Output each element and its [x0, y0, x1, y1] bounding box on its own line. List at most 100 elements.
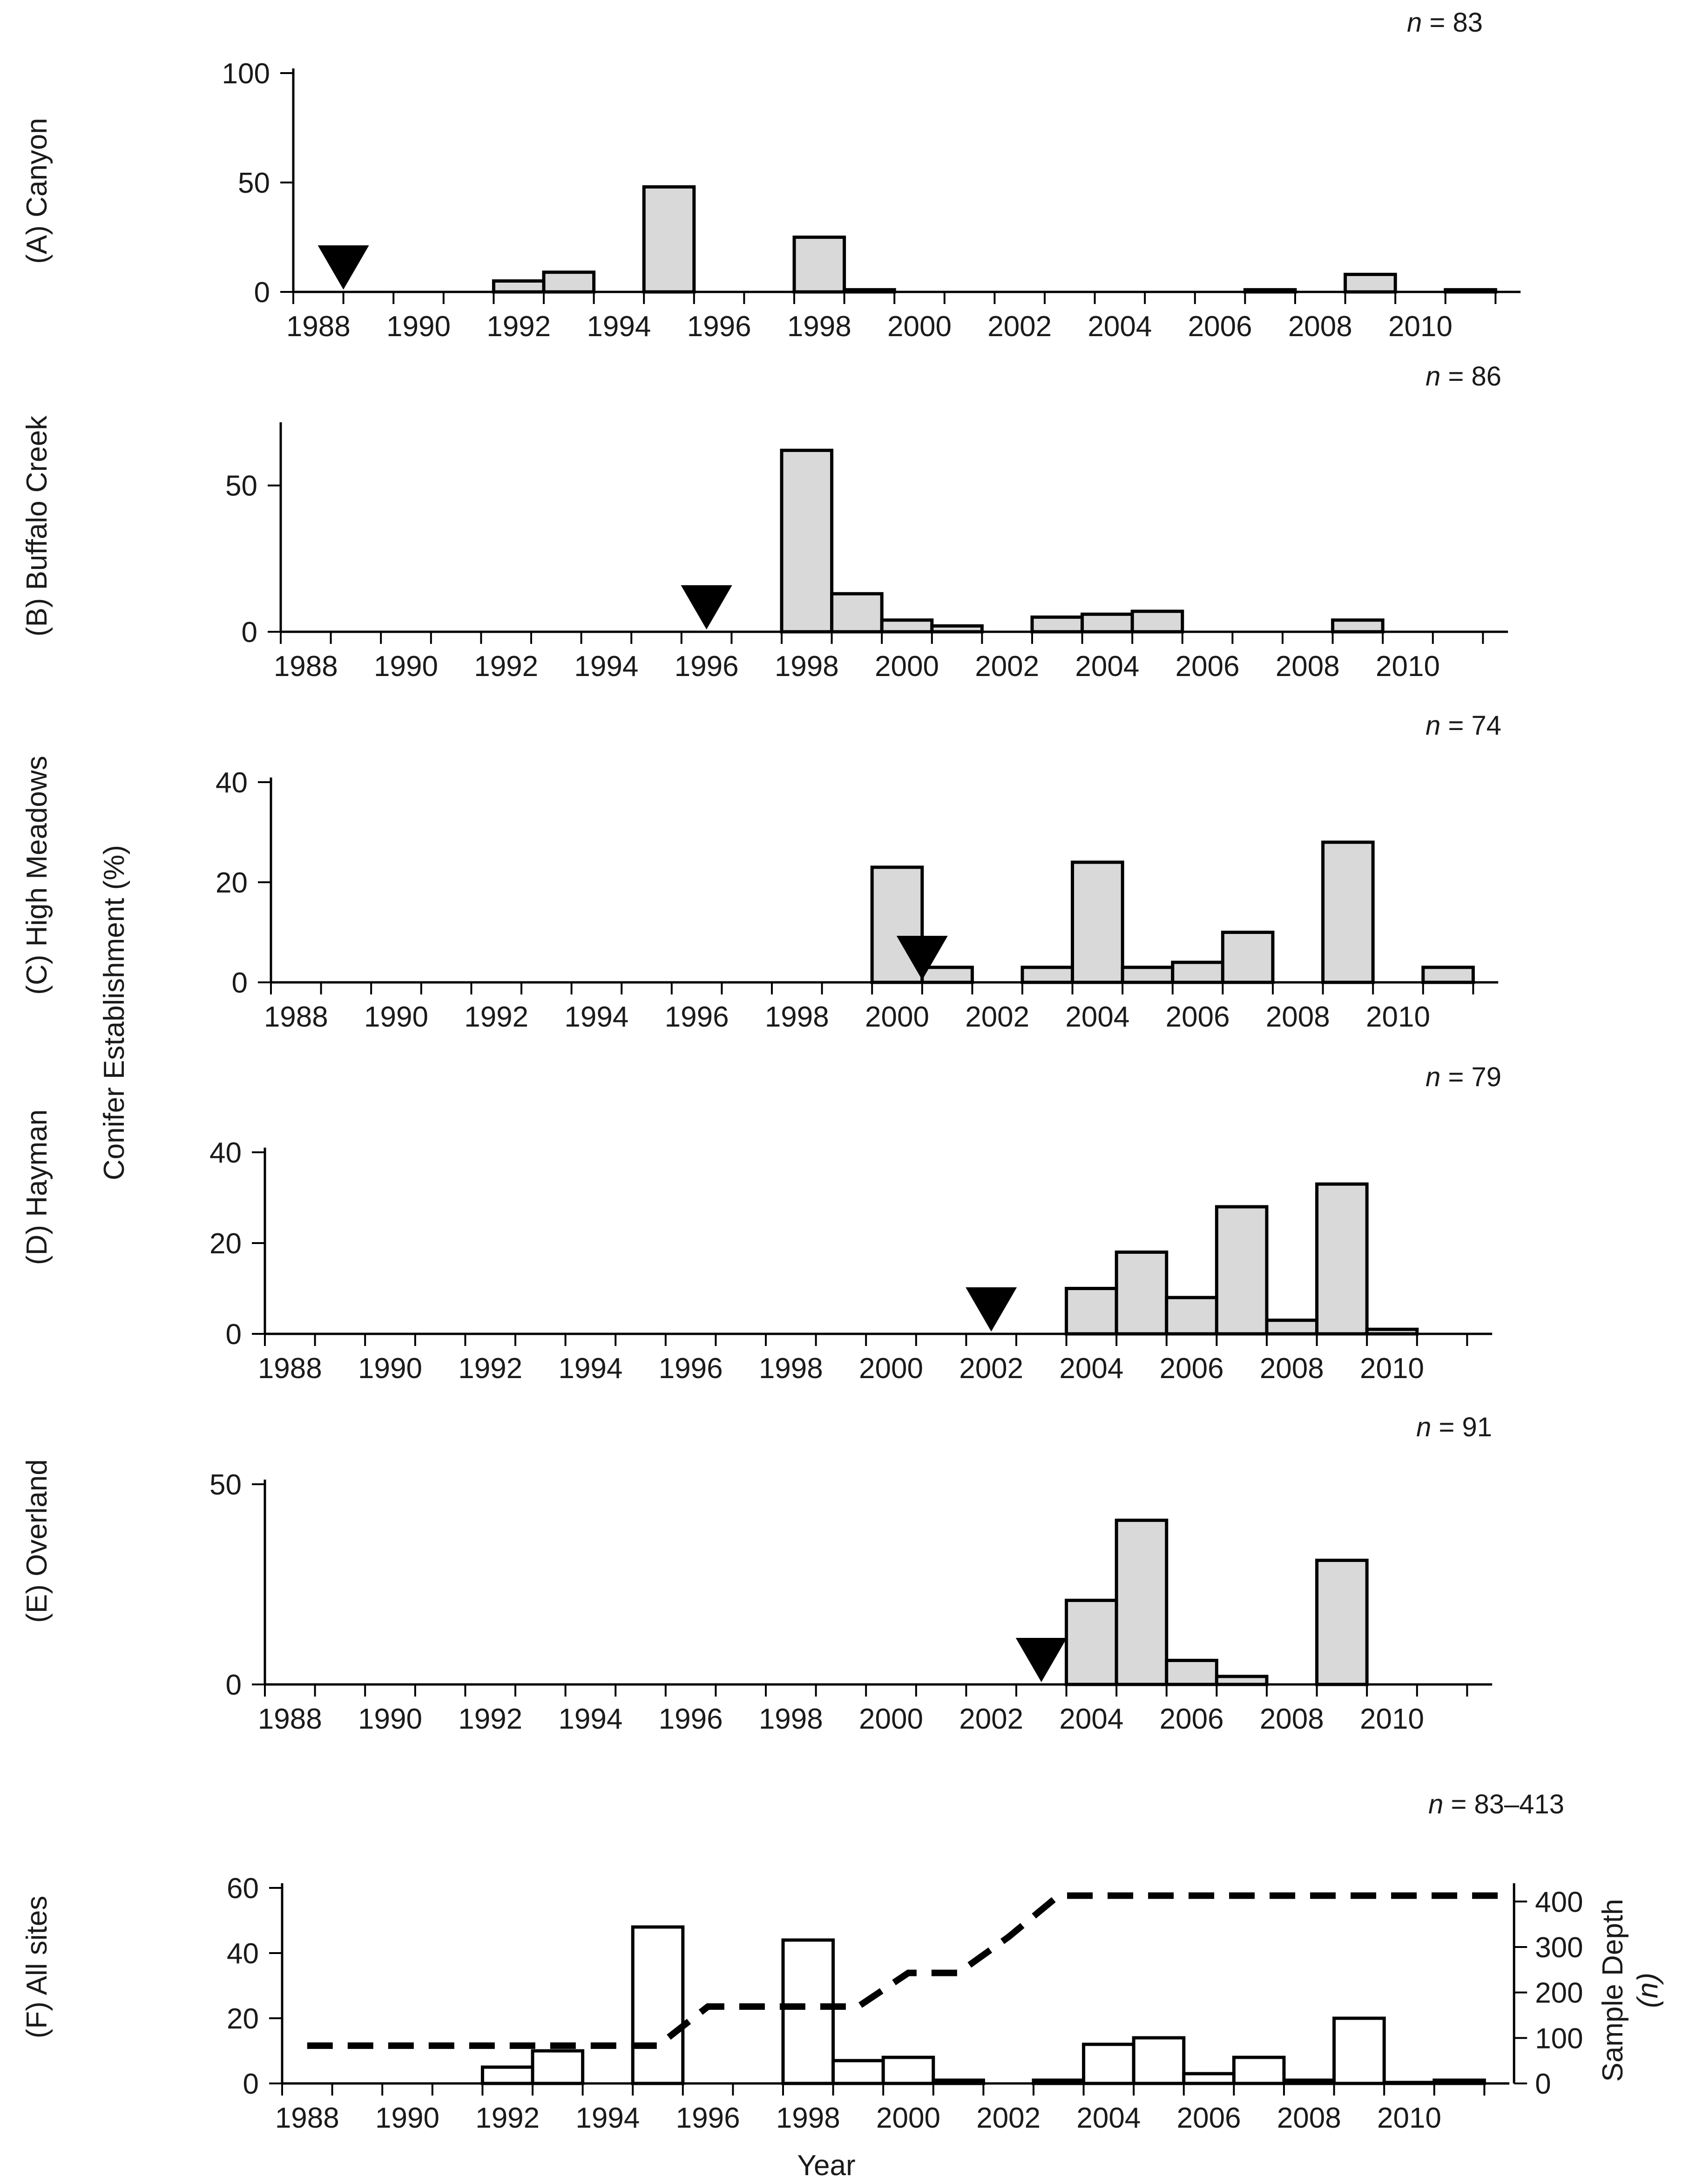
x-tick-label: 2008 [1260, 1352, 1324, 1385]
panel-title-B: (B) Buffalo Creek [21, 415, 53, 636]
bar-A-2007 [1243, 288, 1297, 294]
x-tick-label: 1992 [458, 1703, 522, 1735]
x-tick-label: 1996 [665, 1001, 729, 1033]
bar-C-2001 [920, 966, 974, 984]
x-tick-label: 1996 [659, 1703, 723, 1735]
x-tick-label: 2002 [959, 1352, 1023, 1385]
y-tick-label: 0 [226, 1669, 242, 1701]
bar-C-2011 [1421, 966, 1475, 984]
bar-D-2005 [1115, 1251, 1169, 1336]
x-tick-label: 2004 [1088, 311, 1152, 343]
x-tick-label: 2004 [1065, 1001, 1129, 1033]
bar-B-2005 [1130, 609, 1184, 634]
x-tick-label: 2008 [1266, 1001, 1330, 1033]
x-tick-label: 2006 [1160, 1703, 1224, 1735]
x-tick-label: 1998 [759, 1703, 823, 1735]
panel-title-C: (C) High Meadows [21, 756, 53, 994]
y-tick-label: 60 [227, 1873, 259, 1905]
bar-A-1995 [642, 185, 696, 294]
x-tick-label: 1994 [558, 1352, 622, 1385]
bar-F-2006 [1182, 2072, 1236, 2085]
sample-size-label-A: n = 83 [1407, 7, 1483, 38]
x-tick-label: 1990 [358, 1352, 422, 1385]
bar-F-2009 [1332, 2016, 1386, 2085]
x-tick-label: 1988 [258, 1352, 322, 1385]
y-tick-label: 20 [216, 867, 248, 899]
x-tick-label: 1994 [575, 2102, 640, 2134]
bar-C-2007 [1221, 931, 1275, 984]
fire-marker [966, 1287, 1017, 1332]
x-tick-label: 1990 [375, 2102, 439, 2134]
panel-C: 1988 1990 1992 1994 1996 1998 2000 2002 2004 2006… [21, 710, 1501, 1033]
y-tick-label: 50 [238, 167, 270, 199]
x-tick-label: 2006 [1176, 650, 1240, 683]
x-tick-label: 2006 [1177, 2102, 1241, 2134]
bar-C-2006 [1171, 960, 1224, 984]
bar-C-2009 [1321, 840, 1375, 984]
bar-F-1993 [531, 2049, 585, 2085]
y-tick-label: 40 [227, 1938, 259, 1970]
bar-B-2000 [880, 618, 934, 634]
y-tick-label: 0 [254, 277, 270, 309]
panel-E: 1988 1990 1992 1994 1996 1998 2000 2002 2004 2006… [21, 1412, 1493, 1735]
x-tick-label: 2008 [1277, 2102, 1341, 2134]
x-axis-label: Year [797, 2150, 855, 2182]
x-tick-label: 2000 [876, 2102, 940, 2134]
y-tick-label: 0 [243, 2068, 259, 2100]
x-tick-label: 1992 [464, 1001, 528, 1033]
bar-E-2005 [1115, 1518, 1169, 1686]
x-tick-label: 2000 [859, 1703, 923, 1735]
bar-C-2003 [1020, 966, 1074, 984]
bar-D-2009 [1315, 1182, 1369, 1336]
bar-A-1993 [542, 270, 596, 294]
y2-tick-label: 200 [1535, 1977, 1583, 2009]
x-tick-label: 2002 [976, 2102, 1040, 2134]
y-tick-label: 20 [227, 2003, 259, 2035]
y-tick-label: 50 [225, 470, 257, 502]
y-tick-label: 40 [209, 1137, 242, 1169]
y2-axis-label-symbol: (n) [1632, 1973, 1664, 2008]
x-tick-label: 2004 [1059, 1703, 1123, 1735]
bar-E-2007 [1215, 1675, 1269, 1686]
y-tick-label: 50 [209, 1469, 242, 1501]
sample-size-label-C: n = 74 [1426, 710, 1501, 741]
fire-marker [896, 936, 948, 980]
bar-A-1992 [492, 279, 546, 294]
bar-C-2004 [1071, 860, 1124, 984]
shared-y-axis-label: Conifer Establishment (%) [98, 845, 130, 1180]
x-tick-label: 2008 [1288, 311, 1352, 343]
bar-B-2001 [930, 624, 984, 634]
bar-B-2004 [1081, 612, 1134, 634]
x-tick-label: 2002 [965, 1001, 1029, 1033]
x-tick-label: 1988 [274, 650, 338, 683]
panel-D: 1988 1990 1992 1994 1996 1998 2000 2002 2004 2006… [21, 1062, 1501, 1385]
x-tick-label: 1992 [474, 650, 538, 683]
x-tick-label: 2000 [887, 311, 952, 343]
bar-F-2003 [1032, 2078, 1086, 2085]
fire-marker [681, 585, 732, 629]
bar-F-2011 [1432, 2078, 1486, 2085]
panel-title-F: (F) All sites [21, 1896, 53, 2039]
bar-B-1999 [830, 592, 884, 634]
x-tick-label: 1996 [675, 650, 739, 683]
x-tick-label: 1994 [558, 1703, 622, 1735]
x-tick-label: 2010 [1366, 1001, 1430, 1033]
x-tick-label: 2004 [1076, 2102, 1141, 2134]
sample-size-label-E: n = 91 [1416, 1412, 1492, 1442]
bar-D-2008 [1265, 1319, 1319, 1336]
y2-axis-label: Sample Depth [1597, 1899, 1629, 2082]
x-tick-label: 2010 [1360, 1352, 1424, 1385]
x-tick-label: 1996 [687, 311, 751, 343]
sample-size-label-F: n = 83–413 [1428, 1789, 1564, 1819]
panel-A: 1988 1990 1992 1994 1996 1998 2000 2002 2004 2006… [21, 7, 1521, 343]
panel-title-E: (E) Overland [21, 1459, 53, 1623]
x-tick-label: 1988 [275, 2102, 339, 2134]
y-tick-label: 40 [216, 767, 248, 799]
fire-marker [1015, 1638, 1067, 1682]
bar-B-1998 [780, 448, 834, 634]
y-tick-label: 100 [222, 58, 270, 90]
x-tick-label: 2000 [865, 1001, 929, 1033]
y-tick-label: 0 [226, 1319, 242, 1351]
x-tick-label: 2008 [1276, 650, 1340, 683]
